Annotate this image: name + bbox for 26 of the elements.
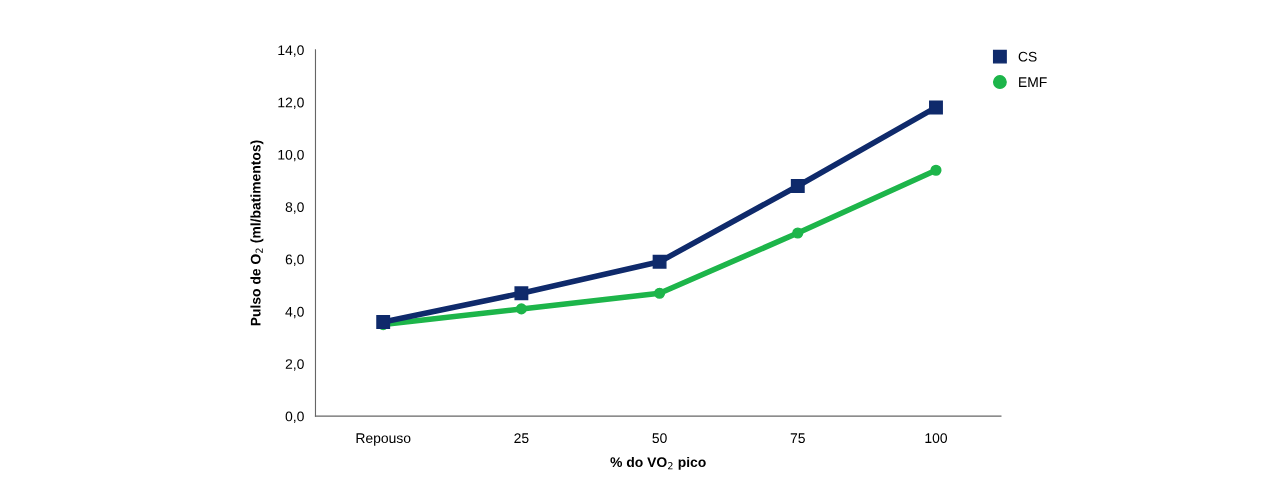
point (792, 227, 804, 239)
legend-label: EMF (1019, 77, 1047, 87)
point (515, 303, 527, 315)
y-tick-label: 4,0 (285, 306, 304, 319)
y-tick-label: 10,0 (278, 149, 304, 162)
y-axis-title: Pulso de O$_{2}$ (ml/batimentos) (250, 140, 264, 326)
point (514, 286, 529, 301)
x-tick-label: 75 (790, 433, 805, 444)
y-tick-label: 14,0 (278, 45, 304, 57)
y-tick-label: 6,0 (285, 254, 304, 266)
y-tick-label: 8,0 (285, 202, 304, 214)
x-tick-label: 100 (925, 433, 948, 444)
y-tick-label: 0,0 (285, 411, 304, 423)
x-tick-label: 25 (514, 433, 529, 444)
point (376, 315, 391, 329)
x-tick-label: 50 (652, 433, 667, 444)
legend-label: CS (1018, 51, 1037, 62)
point (652, 254, 667, 269)
point (790, 178, 805, 193)
point (930, 164, 942, 176)
point (654, 287, 666, 299)
point (929, 100, 943, 115)
x-tick-label: Repouso (356, 433, 411, 446)
y-tick-label: 2,0 (285, 359, 304, 371)
y-tick-label: 12,0 (278, 97, 304, 110)
x-axis-title: % do VO$_{2}$ pico (610, 456, 706, 470)
